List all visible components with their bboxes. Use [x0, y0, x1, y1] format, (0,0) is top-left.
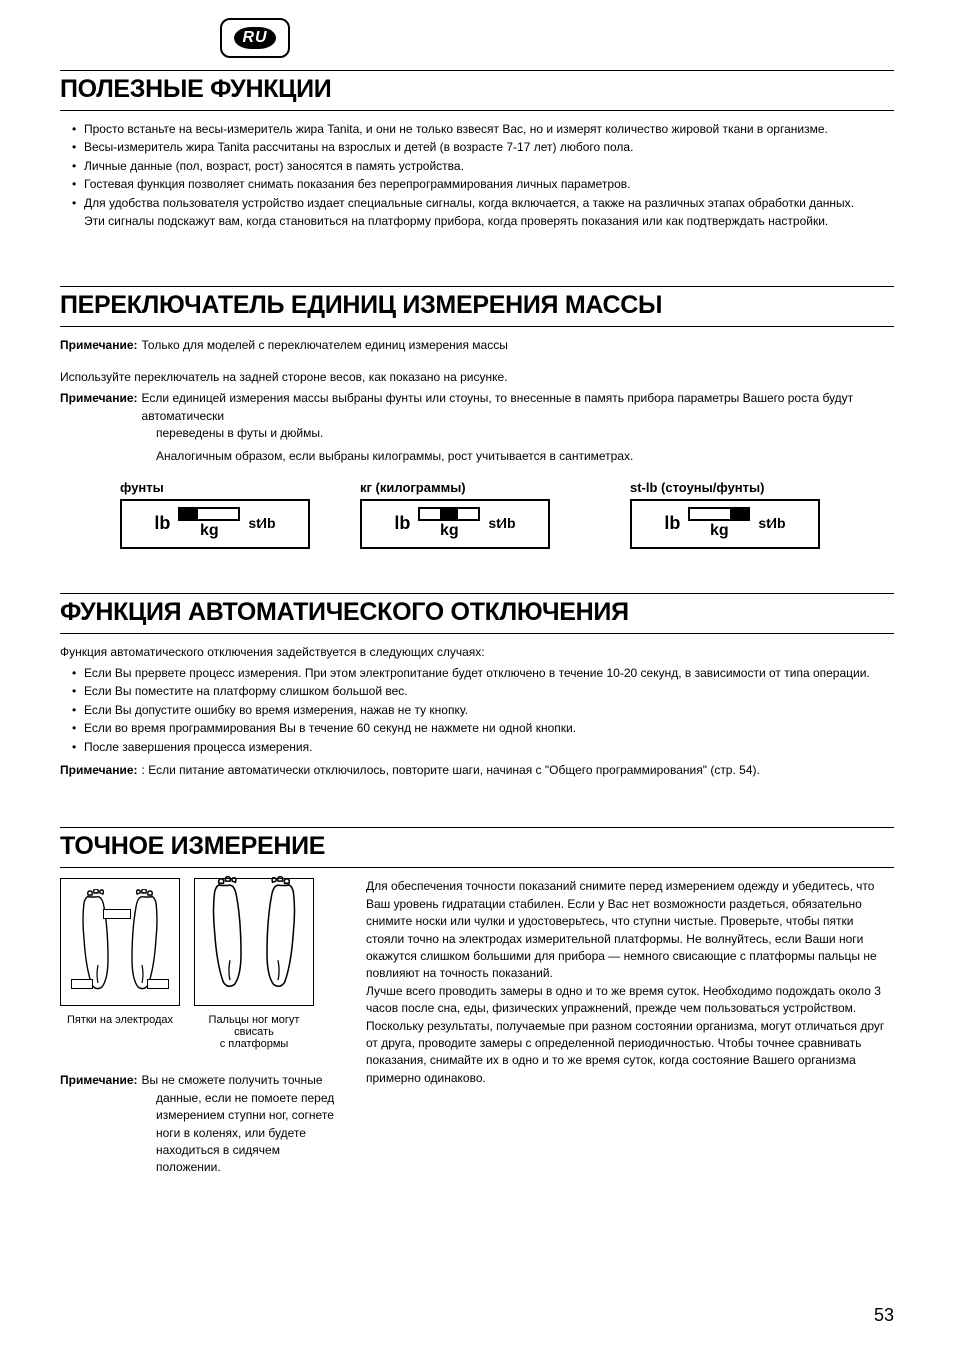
knob	[440, 509, 458, 519]
switch-label: кг (килограммы)	[360, 480, 600, 495]
bullet: Личные данные (пол, возраст, рост) занос…	[72, 158, 894, 175]
stlb-text: st∕lb	[248, 517, 275, 530]
language-badge: RU	[220, 18, 290, 58]
caption: Пальцы ног могут свисатьс платформы	[194, 1014, 314, 1050]
note-label: Примечание:	[60, 337, 138, 354]
note-cont: Аналогичным образом, если выбраны килогр…	[60, 448, 894, 465]
knob	[180, 509, 198, 519]
stlb-text: st∕lb	[758, 517, 785, 530]
diagram-column: Пятки на электродах Пальцы ног могут сви…	[60, 878, 340, 1176]
bullet: Просто встаньте на весы-измеритель жира …	[72, 121, 894, 138]
bullet: Если Вы прервете процесс измерения. При …	[72, 665, 894, 682]
knob	[730, 509, 748, 519]
bullet: Весы-измеритель жира Tanita рассчитаны н…	[72, 139, 894, 156]
page-number: 53	[874, 1305, 894, 1326]
note-line: находиться в сидячем положении.	[60, 1142, 340, 1177]
switch-diagram: lb kg st∕lb	[120, 499, 310, 549]
lb-text: lb	[154, 513, 170, 534]
switch-row: фунты lb kg st∕lb кг (килограммы) lb kg …	[60, 480, 894, 549]
bullet: Если Вы допустите ошибку во время измере…	[72, 702, 894, 719]
feet-diagram-heels	[60, 878, 180, 1006]
slider	[178, 507, 240, 521]
paragraph: Для обеспечения точности показаний сними…	[366, 879, 877, 980]
foot-icon	[256, 876, 300, 994]
note-line: ноги в коленях, или будете	[60, 1125, 340, 1142]
electrode	[147, 979, 169, 989]
bullet: Если Вы поместите на платформу слишком б…	[72, 683, 894, 700]
continuation: Эти сигналы подскажут вам, когда станови…	[60, 213, 894, 230]
note-line: данные, если не помоете перед	[60, 1090, 340, 1107]
slider	[418, 507, 480, 521]
badge-text: RU	[234, 27, 275, 49]
note: Примечание: : Если питание автоматически…	[60, 762, 894, 779]
note-line: измерением ступни ног, согнете	[60, 1107, 340, 1124]
switch-label: фунты	[120, 480, 330, 495]
intro: Функция автоматического отключения задей…	[60, 644, 894, 661]
switch-diagram: lb kg st∕lb	[630, 499, 820, 549]
bullet: Гостевая функция позволяет снимать показ…	[72, 176, 894, 193]
switch-kg: кг (килограммы) lb kg st∕lb	[360, 480, 600, 549]
section-useful-functions: ПОЛЕЗНЫЕ ФУНКЦИИ Просто встаньте на весы…	[60, 70, 894, 230]
electrode	[71, 979, 93, 989]
feet-diagram-toes	[194, 878, 314, 1006]
kg-text: kg	[440, 522, 459, 540]
section-title: ПЕРЕКЛЮЧАТЕЛЬ ЕДИНИЦ ИЗМЕРЕНИЯ МАССЫ	[60, 286, 894, 327]
slider	[688, 507, 750, 521]
kg-text: kg	[200, 522, 219, 540]
section-title: ФУНКЦИЯ АВТОМАТИЧЕСКОГО ОТКЛЮЧЕНИЯ	[60, 593, 894, 634]
section-auto-off: ФУНКЦИЯ АВТОМАТИЧЕСКОГО ОТКЛЮЧЕНИЯ Функц…	[60, 593, 894, 780]
kg-text: kg	[710, 522, 729, 540]
paragraph: Поскольку результаты, получаемые при раз…	[366, 1019, 884, 1085]
captions: Пятки на электродах Пальцы ног могут сви…	[60, 1014, 340, 1050]
note: Примечание: Только для моделей с переклю…	[60, 337, 894, 354]
note-block: Примечание: Вы не сможете получить точны…	[60, 1072, 340, 1176]
note-label: Примечание:	[60, 762, 138, 779]
note: Примечание: Если единицей измерения масс…	[60, 390, 894, 425]
lb-text: lb	[394, 513, 410, 534]
section-title: ТОЧНОЕ ИЗМЕРЕНИЕ	[60, 827, 894, 868]
lb-text: lb	[664, 513, 680, 534]
paragraph: Лучше всего проводить замеры в одно и то…	[366, 984, 881, 1015]
note-label: Примечание:	[60, 390, 138, 425]
note-text: : Если питание автоматически отключилось…	[142, 762, 894, 779]
note-cont: переведены в футы и дюймы.	[60, 425, 894, 442]
switch-lb: фунты lb kg st∕lb	[120, 480, 330, 549]
bullets: Просто встаньте на весы-измеритель жира …	[60, 121, 894, 212]
body-text: Для обеспечения точности показаний сними…	[366, 878, 894, 1176]
bullet: После завершения процесса измерения.	[72, 739, 894, 756]
note-text: Если единицей измерения массы выбраны фу…	[142, 390, 894, 425]
switch-stlb: st-lb (стоуны/фунты) lb kg st∕lb	[630, 480, 870, 549]
stlb-text: st∕lb	[488, 517, 515, 530]
note-text: Вы не сможете получить точные	[142, 1072, 340, 1089]
note-label: Примечание:	[60, 1072, 138, 1089]
foot-icon	[208, 876, 252, 994]
note-text: Только для моделей с переключателем един…	[142, 337, 894, 354]
section-unit-switch: ПЕРЕКЛЮЧАТЕЛЬ ЕДИНИЦ ИЗМЕРЕНИЯ МАССЫ При…	[60, 286, 894, 548]
intro: Используйте переключатель на задней стор…	[60, 369, 894, 386]
switch-diagram: lb kg st∕lb	[360, 499, 550, 549]
switch-label: st-lb (стоуны/фунты)	[630, 480, 870, 495]
section-title: ПОЛЕЗНЫЕ ФУНКЦИИ	[60, 70, 894, 111]
section-accurate-measurement: ТОЧНОЕ ИЗМЕРЕНИЕ Пятки на электродах	[60, 827, 894, 1176]
bullet: Для удобства пользователя устройство изд…	[72, 195, 894, 212]
bullet: Если во время программирования Вы в тече…	[72, 720, 894, 737]
caption: Пятки на электродах	[60, 1014, 180, 1050]
bullets: Если Вы прервете процесс измерения. При …	[60, 665, 894, 756]
